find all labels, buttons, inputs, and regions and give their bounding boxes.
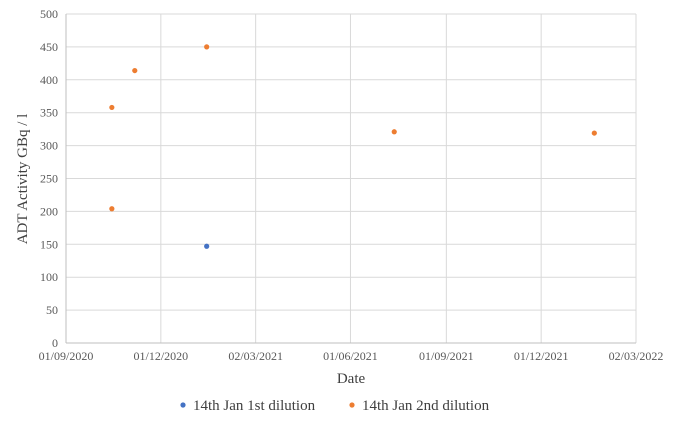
axis-layer: 0 50 100 150 200 250 300 350 400 450 500 01/09/2020…: [39, 7, 664, 363]
legend-label: 14th Jan 2nd dilution: [362, 398, 490, 414]
y-tick-label: 300: [40, 139, 58, 153]
data-point-series-2: [132, 67, 138, 74]
y-tick-label: 350: [40, 106, 58, 120]
x-axis-title: Date: [337, 371, 366, 387]
data-point-series-2: [391, 129, 397, 135]
data-point-series-2: [204, 44, 210, 50]
data-point-series-2: [109, 206, 115, 212]
legend: 14th Jan 1st dilution 14th Jan 2nd diluti…: [180, 398, 490, 414]
y-axis-title: ADT Activity GBq / l: [15, 114, 31, 245]
x-tick-label: 02/03/2021: [228, 349, 283, 363]
x-tick-label: 01/06/2021: [323, 349, 378, 363]
y-tick-label: 400: [40, 73, 58, 87]
y-tick-label: 0: [52, 336, 58, 350]
point-layer: [109, 44, 597, 249]
y-tick-label: 100: [40, 270, 58, 284]
x-tick-label: 01/12/2021: [514, 349, 569, 363]
y-tick-label: 200: [40, 204, 58, 218]
y-tick-label: 500: [40, 7, 58, 21]
data-point-series-1: [204, 243, 210, 249]
y-tick-label: 50: [46, 303, 58, 317]
x-tick-label: 01/09/2020: [39, 349, 94, 363]
legend-marker: [349, 402, 355, 408]
x-tick-label: 01/09/2021: [419, 349, 474, 363]
legend-marker: [180, 402, 186, 408]
y-tick-label: 450: [40, 40, 58, 54]
y-tick-label: 250: [40, 172, 58, 186]
data-point-series-2: [591, 130, 597, 136]
grid-layer: [66, 13, 637, 343]
x-tick-label: 01/12/2020: [133, 349, 188, 363]
y-tick-label: 150: [40, 237, 58, 251]
x-tick-label: 02/03/2022: [609, 349, 664, 363]
data-point-series-2: [109, 104, 115, 111]
legend-label: 14th Jan 1st dilution: [193, 398, 316, 414]
